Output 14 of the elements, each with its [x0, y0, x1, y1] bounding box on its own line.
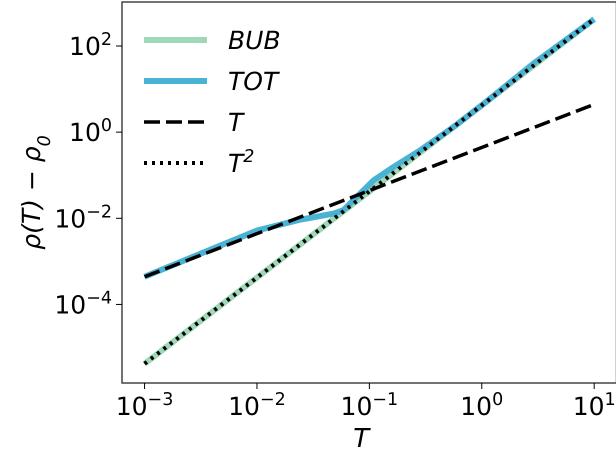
y-tick-label: 10$^{−2}$: [54, 202, 112, 234]
x-tick-label: 10$^{0}$: [460, 390, 504, 421]
x-tick-label: 10$^{−1}$: [340, 390, 398, 421]
x-axis-title: T: [353, 424, 372, 452]
y-tick-label: 10$^{2}$: [69, 30, 112, 61]
legend-label: T: [228, 108, 245, 137]
x-tick-label: 10$^{−2}$: [228, 390, 286, 421]
y-tick-label: 10$^{−4}$: [54, 288, 112, 320]
legend-label: BUB: [228, 26, 281, 55]
x-tick-label: 10$^{−3}$: [116, 390, 174, 421]
x-tick-label: 10$^{1}$: [572, 390, 616, 421]
legend-label: TOT: [228, 67, 280, 96]
legend-label: T$^{2}$: [228, 147, 254, 178]
y-tick-label: 10$^{0}$: [69, 116, 112, 148]
